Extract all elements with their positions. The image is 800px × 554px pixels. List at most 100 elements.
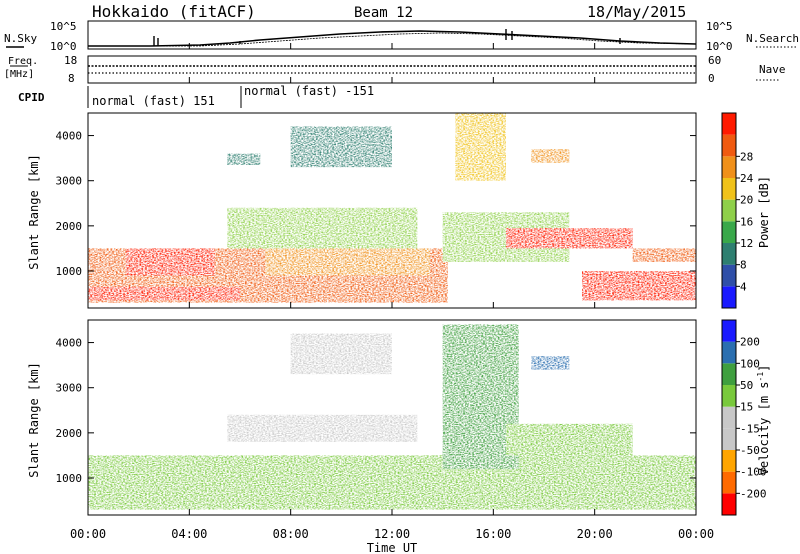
power-colorbar-label-5: 24 <box>740 172 754 185</box>
velocity-region-2 <box>290 333 392 375</box>
power-region-1 <box>88 286 240 301</box>
power-colorbar-swatch-7 <box>722 134 736 157</box>
freq-unit: [MHz] <box>4 69 34 80</box>
velocity-colorbar-label-5: 50 <box>740 379 753 392</box>
beam-label: Beam 12 <box>354 5 413 21</box>
noise-panel: N.Sky 10^5 10^0 10^5 10^0 N.Search <box>4 20 799 53</box>
xtick-label-4: 16:00 <box>475 527 511 541</box>
nave-tick-top: 60 <box>708 54 721 67</box>
nsky-label: N.Sky <box>4 32 37 45</box>
power-colorbar-swatch-3 <box>722 221 736 243</box>
power-region-3 <box>265 248 430 276</box>
power-ylabel: Slant Range [km] <box>27 154 41 270</box>
date-label: 18/May/2015 <box>587 3 686 21</box>
freq-tick-bottom: 8 <box>68 72 75 85</box>
velocity-region-5 <box>506 423 633 456</box>
freq-tick-top: 18 <box>64 54 77 67</box>
power-colorbar-label-4: 20 <box>740 194 753 207</box>
velocity-colorbar-swatch-2 <box>722 450 736 472</box>
power-ytick-label-1: 2000 <box>56 220 83 233</box>
velocity-colorbar-swatch-4 <box>722 406 736 429</box>
nave-tick-bottom: 0 <box>708 72 715 85</box>
velocity-panel: 1000 2000 3000 4000 Slant Range [km] -200 -1… <box>27 319 771 516</box>
power-colorbar-label-1: 8 <box>740 259 747 272</box>
power-region-8 <box>455 113 506 181</box>
velocity-colorbar-swatch-3 <box>722 428 736 450</box>
power-colorbar-swatch-5 <box>722 178 736 200</box>
time-axis: 00:00 04:00 08:00 12:00 16:00 20:00 00:00 <box>70 43 714 541</box>
noise-tick-left-top: 10^5 <box>50 20 77 33</box>
velocity-colorbar-label-7: 200 <box>740 336 760 349</box>
noise-search-line <box>88 32 697 47</box>
noise-tick-right-top: 10^5 <box>706 20 733 33</box>
velocity-region-3 <box>442 324 519 469</box>
velocity-ytick-label-3: 4000 <box>56 337 83 350</box>
velocity-colorbar-label-4: 15 <box>740 401 753 414</box>
power-region-2 <box>126 248 215 276</box>
power-region-4 <box>227 207 418 249</box>
velocity-colorbar: -200 -100 -50 -15 15 50 100 200 <box>721 319 767 516</box>
xtick-label-5: 20:00 <box>577 527 613 541</box>
velocity-region-0 <box>88 455 696 510</box>
xtick-label-3: 12:00 <box>374 527 410 541</box>
power-colorbar-swatch-2 <box>722 243 736 265</box>
power-colorbar-label-3: 16 <box>740 215 753 228</box>
velocity-colorbar-swatch-1 <box>722 471 736 494</box>
power-colorbar-frame <box>721 112 737 309</box>
velocity-colorbar-swatch-7 <box>722 341 736 364</box>
velocity-colorbar-swatch-6 <box>722 363 736 385</box>
xtick-label-0: 00:00 <box>70 527 106 541</box>
power-colorbar-swatch-1 <box>722 264 736 287</box>
nave-label: Nave <box>759 63 786 76</box>
power-region-6 <box>227 153 261 165</box>
velocity-ytick-label-2: 3000 <box>56 382 83 395</box>
freq-panel: Freq. [MHz] 18 8 60 0 Nave <box>4 54 786 85</box>
xtick-label-2: 08:00 <box>273 527 309 541</box>
velocity-colorbar-label-6: 100 <box>740 357 760 370</box>
velocity-region-1 <box>227 414 418 442</box>
power-colorbar-label: Power [dB] <box>757 176 771 248</box>
xtick-label-6: 00:00 <box>678 527 714 541</box>
power-panel: 1000 2000 3000 4000 Slant Range [km] 4 8 12 16… <box>27 112 771 309</box>
power-colorbar: 4 8 12 16 20 24 28 <box>721 112 754 309</box>
power-ytick-label-0: 1000 <box>56 265 83 278</box>
velocity-colorbar-swatch-8 <box>722 320 736 342</box>
velocity-colorbar-swatch-5 <box>722 385 736 407</box>
xtick-label-1: 04:00 <box>171 527 207 541</box>
power-colorbar-swatch-4 <box>722 199 736 222</box>
freq-label: Freq. <box>8 56 38 67</box>
velocity-colorbar-label-2: -50 <box>740 444 760 457</box>
noise-sky-line <box>88 30 697 47</box>
velocity-ylabel: Slant Range [km] <box>27 362 41 478</box>
velocity-colorbar-label: Velocity [m s-1] <box>756 365 771 476</box>
velocity-colorbar-swatch-0 <box>722 493 736 515</box>
noise-tick-left-bottom: 10^0 <box>50 40 77 53</box>
velocity-ytick-label-0: 1000 <box>56 472 83 485</box>
nsearch-label: N.Search <box>746 32 799 45</box>
velocity-region-4 <box>531 356 570 370</box>
power-region-10 <box>506 228 633 249</box>
velocity-colorbar-label-3: -15 <box>740 422 760 435</box>
xaxis-label: Time UT <box>367 541 418 554</box>
cpid-segment-2: normal (fast) -151 <box>244 84 374 98</box>
power-colorbar-swatch-0 <box>722 286 736 308</box>
velocity-colorbar-label-0: -200 <box>740 487 767 500</box>
power-colorbar-label-2: 12 <box>740 237 753 250</box>
power-ytick-label-3: 4000 <box>56 130 83 143</box>
cpid-strip: CPID normal (fast) 151 normal (fast) -15… <box>18 84 374 108</box>
power-region-11 <box>582 270 696 301</box>
noise-tick-right-bottom: 10^0 <box>706 40 733 53</box>
cpid-label: CPID <box>18 91 45 104</box>
power-ytick-label-2: 3000 <box>56 175 83 188</box>
cpid-segment-1: normal (fast) 151 <box>92 94 215 108</box>
velocity-colorbar-label-1: -100 <box>740 466 767 479</box>
power-colorbar-label-0: 4 <box>740 280 747 293</box>
velocity-colorbar-frame <box>721 319 737 516</box>
power-region-9 <box>531 149 570 163</box>
power-colorbar-label-6: 28 <box>740 150 753 163</box>
power-region-12 <box>632 248 696 262</box>
power-region-5 <box>290 126 392 168</box>
power-colorbar-swatch-6 <box>722 156 736 178</box>
station-title: Hokkaido (fitACF) <box>92 2 256 21</box>
